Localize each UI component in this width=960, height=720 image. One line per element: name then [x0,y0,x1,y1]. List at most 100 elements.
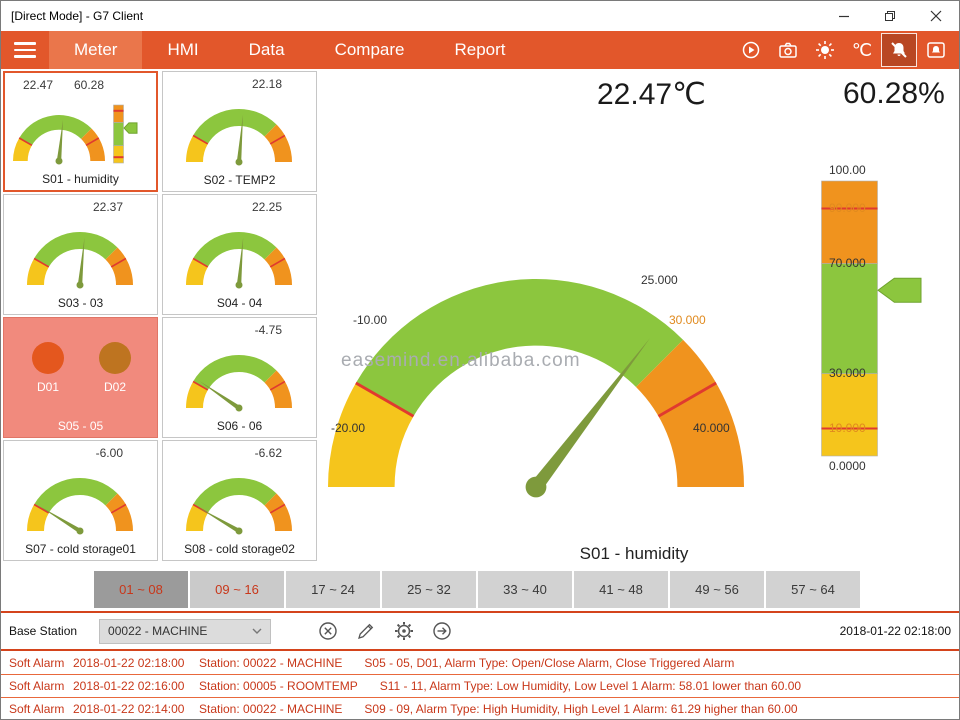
range-tab-57-64[interactable]: 57 ~ 64 [766,571,860,608]
cancel-button[interactable] [317,620,339,642]
restore-button[interactable] [867,1,913,31]
meter-tile-s05[interactable]: D01 D02 S05 - 05 [3,317,158,438]
gear-icon [395,622,414,640]
tile-value: 22.18 [251,77,282,91]
range-tab-33-40[interactable]: 33 ~ 40 [478,571,572,608]
range-tab-strip: 01 ~ 08 09 ~ 16 17 ~ 24 25 ~ 32 33 ~ 40 … [94,571,860,608]
tile-label: S05 - 05 [57,419,104,433]
alarm-station: Station: 00022 - MACHINE [199,702,343,716]
range-tab-01-08[interactable]: 01 ~ 08 [94,571,188,608]
window-title: [Direct Mode] - G7 Client [11,9,144,23]
minimize-icon [839,15,849,18]
tile-values: 22.47 60.28 [5,78,156,92]
gauge-dial [186,231,292,289]
range-tab-label: 09 ~ 16 [215,582,259,597]
minimize-button[interactable] [821,1,867,31]
refresh-button[interactable] [734,34,768,66]
range-tab-17-24[interactable]: 17 ~ 24 [286,571,380,608]
alarm-mute-button[interactable] [881,33,917,67]
alarm-panel-button[interactable] [919,34,953,66]
channel-d01: D01 [30,342,66,394]
tile-value: 22.37 [92,200,123,214]
nav-tab-compare[interactable]: Compare [310,31,430,69]
meter-tile-s03[interactable]: 22.37 S03 - 03 [3,194,158,315]
tile-value-humidity: 60.28 [73,78,104,92]
menu-button[interactable] [1,31,49,69]
tile-label: S02 - TEMP2 [203,173,276,187]
meter-tile-s07[interactable]: -6.00 S07 - cold storage01 [3,440,158,561]
range-tab-09-16[interactable]: 09 ~ 16 [190,571,284,608]
go-button[interactable] [431,620,453,642]
alarm-severity: Soft Alarm [9,655,65,670]
meter-tile-s01[interactable]: 22.47 60.28 S01 - humidity [3,71,158,192]
alarm-row[interactable]: Soft Alarm 2018-01-22 02:16:00 Station: … [1,674,959,697]
meter-tile-s02[interactable]: 22.18 S02 - TEMP2 [162,71,317,192]
nav-tab-meter[interactable]: Meter [49,31,143,69]
alarm-row[interactable]: Soft Alarm 2018-01-22 02:14:00 Station: … [1,697,959,719]
edit-button[interactable] [355,620,377,642]
temperature-unit-button[interactable]: ℃ [845,34,879,66]
gauge-dial [186,477,292,535]
station-dropdown-value: 00022 - MACHINE [108,624,208,638]
hamburger-icon [14,42,36,45]
bar-max-label: 100.00 [829,163,866,177]
station-dropdown[interactable]: 00022 - MACHINE [99,618,272,644]
nav-tab-label: Compare [334,40,405,59]
bar-30-label: 30.000 [829,366,866,380]
gauge-dial [27,231,134,289]
alarm-message: S11 - 11, Alarm Type: Low Humidity, Low … [379,679,802,693]
tile-value: -4.75 [254,323,282,337]
gauge-high1-threshold-label: 25.000 [641,273,678,287]
range-tab-49-56[interactable]: 49 ~ 56 [670,571,764,608]
settings-button[interactable] [393,620,415,642]
tile-label: S06 - 06 [216,419,263,433]
main-gauge [326,246,746,498]
range-tab-label: 57 ~ 64 [791,582,835,597]
nav-tab-label: Report [454,40,506,59]
gauge-min-label: -20.00 [331,421,366,435]
alarm-message: S05 - 05, D01, Alarm Type: Open/Close Al… [364,655,735,670]
range-tab-25-32[interactable]: 25 ~ 32 [382,571,476,608]
station-toolbar [317,620,453,642]
navbar: Meter HMI Data Compare Report ℃ [1,31,959,69]
snapshot-button[interactable] [771,34,805,66]
alarm-row[interactable]: Soft Alarm 2018-01-22 02:18:00 Station: … [1,651,959,674]
nav-tab-report[interactable]: Report [429,31,530,69]
brightness-button[interactable] [808,34,842,66]
gauge-high2-threshold-label: 30.000 [669,313,706,327]
meter-tile-s06[interactable]: -4.75 S06 - 06 [162,317,317,438]
gauge-bar [113,104,138,164]
tile-value: 22.25 [251,200,282,214]
bar-min-label: 0.0000 [829,459,866,473]
bell-slash-icon [891,42,907,58]
range-tab-41-48[interactable]: 41 ~ 48 [574,571,668,608]
channel-indicator-d01 [32,342,64,374]
close-button[interactable] [913,1,959,31]
tile-label: S07 - cold storage01 [25,542,136,556]
meter-tile-s04[interactable]: 22.25 S04 - 04 [162,194,317,315]
tile-label: S01 - humidity [42,172,119,186]
bar-90-label: 90.000 [829,201,866,215]
pencil-icon [358,623,374,639]
tile-value: -6.62 [254,446,282,460]
nav-tab-label: Meter [74,40,118,59]
temperature-reading: 22.47℃ [597,78,706,111]
channel-label: D01 [36,380,59,394]
temperature-unit-label: ℃ [851,39,873,60]
alarm-time: 2018-01-22 02:16:00 [73,679,185,693]
humidity-reading: 60.28% [843,77,945,110]
alarm-log: Soft Alarm 2018-01-22 02:18:00 Station: … [1,649,959,719]
meter-tile-s08[interactable]: -6.62 S08 - cold storage02 [162,440,317,561]
nav-tab-label: Data [248,40,285,59]
alarm-station: Station: 00005 - ROOMTEMP [199,679,358,693]
tile-label: S08 - cold storage02 [184,542,295,556]
nav-tab-hmi[interactable]: HMI [142,31,223,69]
nav-tab-data[interactable]: Data [224,31,310,69]
station-bar: Base Station 00022 - MACHINE 2018-01-22 … [1,611,959,649]
gauge-dial [27,477,134,535]
chevron-down-icon [252,628,262,634]
range-tab-label: 17 ~ 24 [311,582,355,597]
base-station-label: Base Station [9,624,78,638]
range-tab-label: 41 ~ 48 [599,582,643,597]
